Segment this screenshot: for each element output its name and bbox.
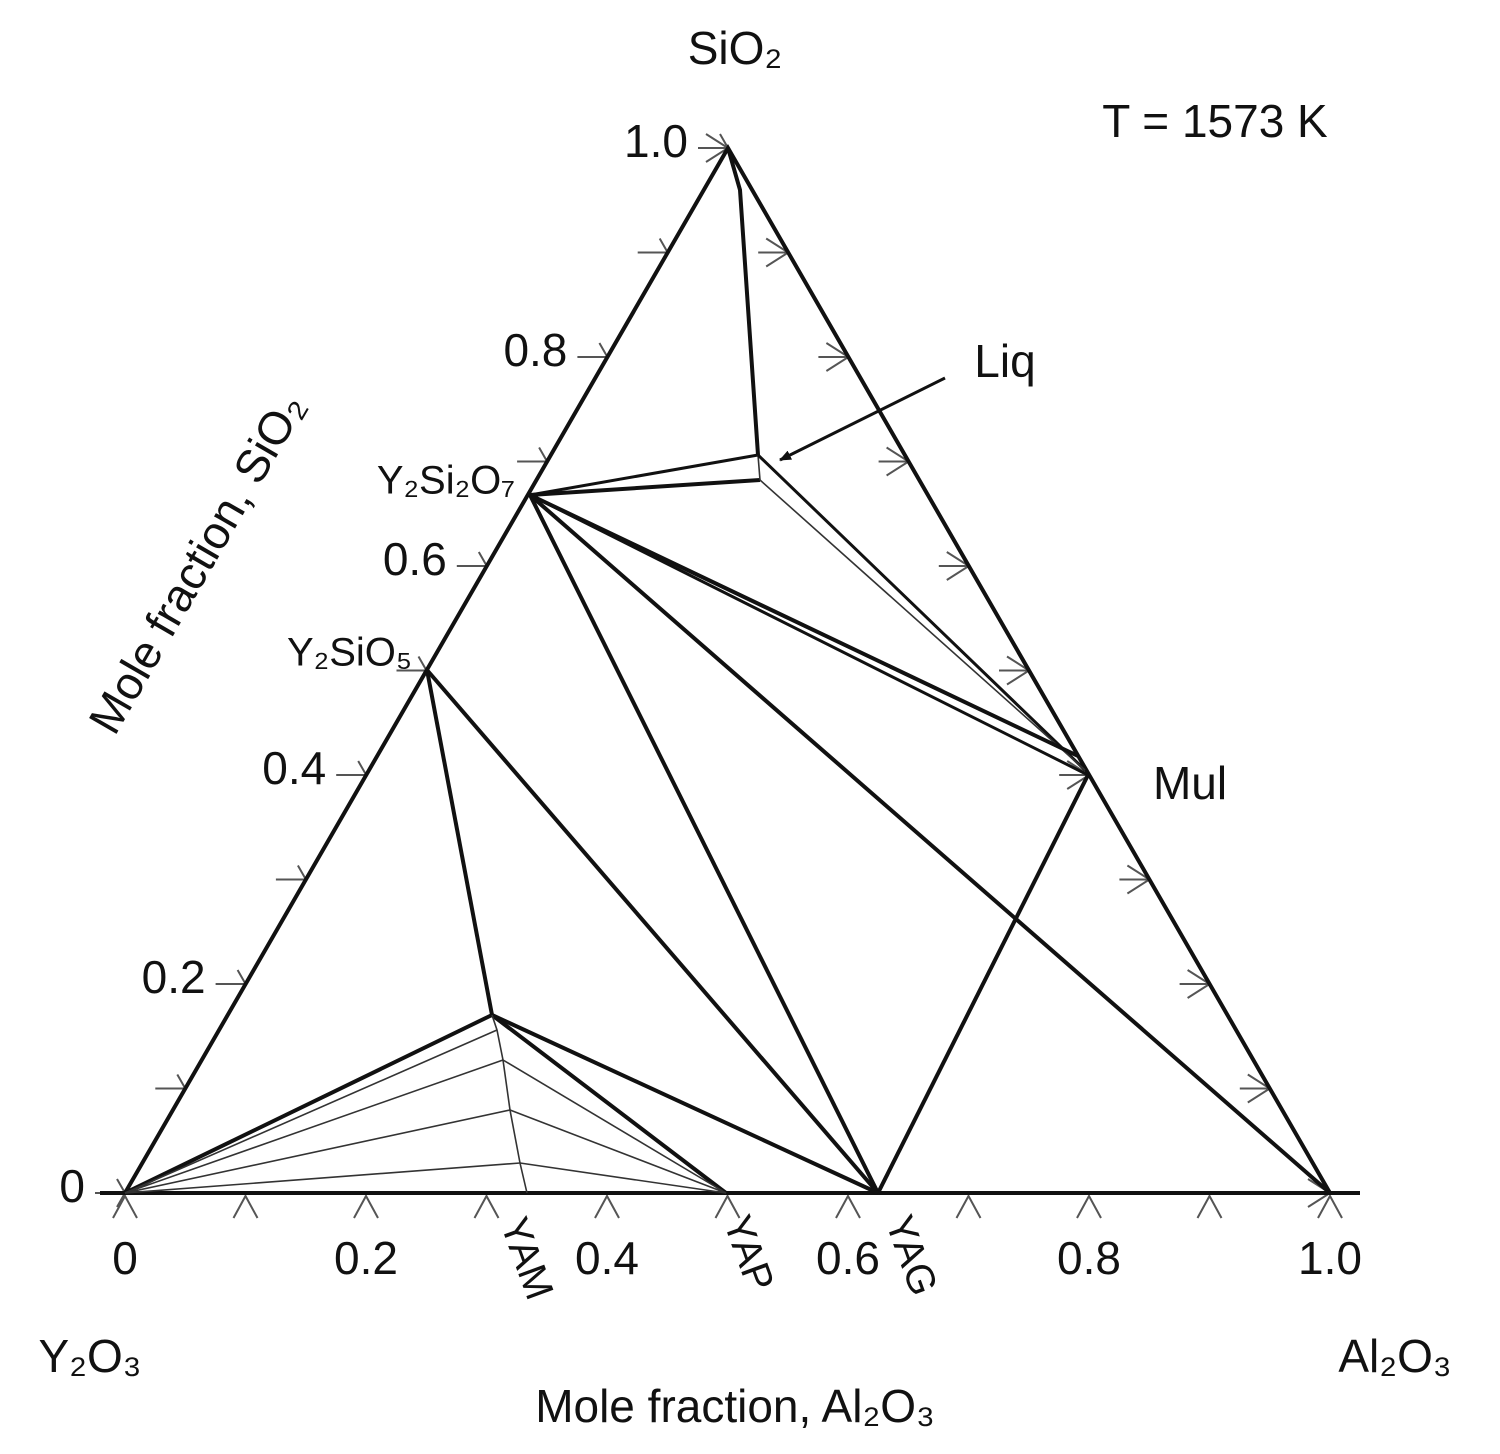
- y-tick-label: 0.6: [383, 533, 447, 585]
- tie-line: [124, 1109, 511, 1194]
- liquid-boundary: [491, 1014, 528, 1194]
- apex-label: Al₂O₃: [1338, 1330, 1451, 1382]
- tie-line: [491, 1013, 879, 1195]
- x-tick-label: 0: [112, 1232, 138, 1284]
- ticks: [95, 133, 1343, 1219]
- phase-label: Y₂Si₂O₇: [377, 459, 515, 503]
- y-tick-label: 0: [59, 1160, 85, 1212]
- phase-label: Mul: [1153, 757, 1227, 809]
- x-tick-label: 0.6: [816, 1232, 880, 1284]
- tie-line: [759, 479, 1086, 771]
- x-tick-label: 1.0: [1298, 1232, 1362, 1284]
- tick: [1196, 1193, 1223, 1219]
- phase-label: YAG: [877, 1210, 946, 1302]
- tick: [1076, 1193, 1102, 1219]
- y-tick-label: 0.8: [503, 324, 567, 376]
- x-tick-label: 0.2: [334, 1232, 398, 1284]
- tie-line: [529, 478, 761, 497]
- tie-line: [876, 774, 1090, 1194]
- x-axis-label: Mole fraction, Al₂O₃: [535, 1380, 935, 1432]
- tick: [232, 1193, 259, 1219]
- tie-line: [425, 668, 880, 1195]
- phase-label: Liq: [974, 335, 1035, 387]
- liquid-boundary: [726, 147, 760, 456]
- tie-line: [124, 1013, 493, 1195]
- tick-labels: 0 0.2 0.4 0.6 0.8 1.0 0 0.2 0.4 0.6 0.8 1.0: [59, 115, 1362, 1284]
- tie-line: [490, 1013, 728, 1195]
- tick: [714, 1193, 741, 1219]
- tie-line: [529, 453, 759, 497]
- y-tick-label: 1.0: [624, 115, 688, 167]
- tie-line: [124, 1162, 521, 1194]
- tie-line: [756, 453, 1087, 772]
- y-tick-label: 0.2: [142, 951, 206, 1003]
- tick: [473, 1193, 500, 1219]
- tie-line: [528, 494, 880, 1194]
- tie-lines: [100, 143, 1360, 1195]
- tick: [353, 1193, 379, 1219]
- tie-line: [757, 454, 761, 481]
- temperature: T = 1573 K: [1102, 95, 1328, 147]
- phase-label: YAM: [492, 1212, 562, 1306]
- tie-line: [528, 493, 1332, 1195]
- tick: [955, 1193, 982, 1219]
- tick: [835, 1193, 861, 1219]
- tie-line: [519, 1162, 727, 1194]
- phase-label: Y₂SiO₅: [287, 631, 412, 675]
- tie-line: [502, 1059, 727, 1194]
- tie-line: [425, 669, 494, 1016]
- tie-line: [124, 1059, 504, 1194]
- tie-line: [124, 1029, 498, 1194]
- tick: [112, 1193, 138, 1219]
- tie-line: [529, 493, 1089, 777]
- tie-line: [529, 493, 1079, 758]
- x-tick-label: 0.4: [575, 1232, 639, 1284]
- tie-line: [509, 1109, 727, 1194]
- apex-label: Y₂O₃: [38, 1330, 141, 1382]
- y-axis-label: Mole fraction, SiO₂: [78, 384, 315, 742]
- apex-label: SiO₂: [688, 22, 783, 74]
- tick: [594, 1193, 620, 1219]
- tick: [1317, 1193, 1343, 1219]
- x-tick-label: 0.8: [1057, 1232, 1121, 1284]
- y-tick-label: 0.4: [262, 742, 326, 794]
- phase-label: YAP: [715, 1210, 783, 1297]
- arrow: [779, 376, 946, 462]
